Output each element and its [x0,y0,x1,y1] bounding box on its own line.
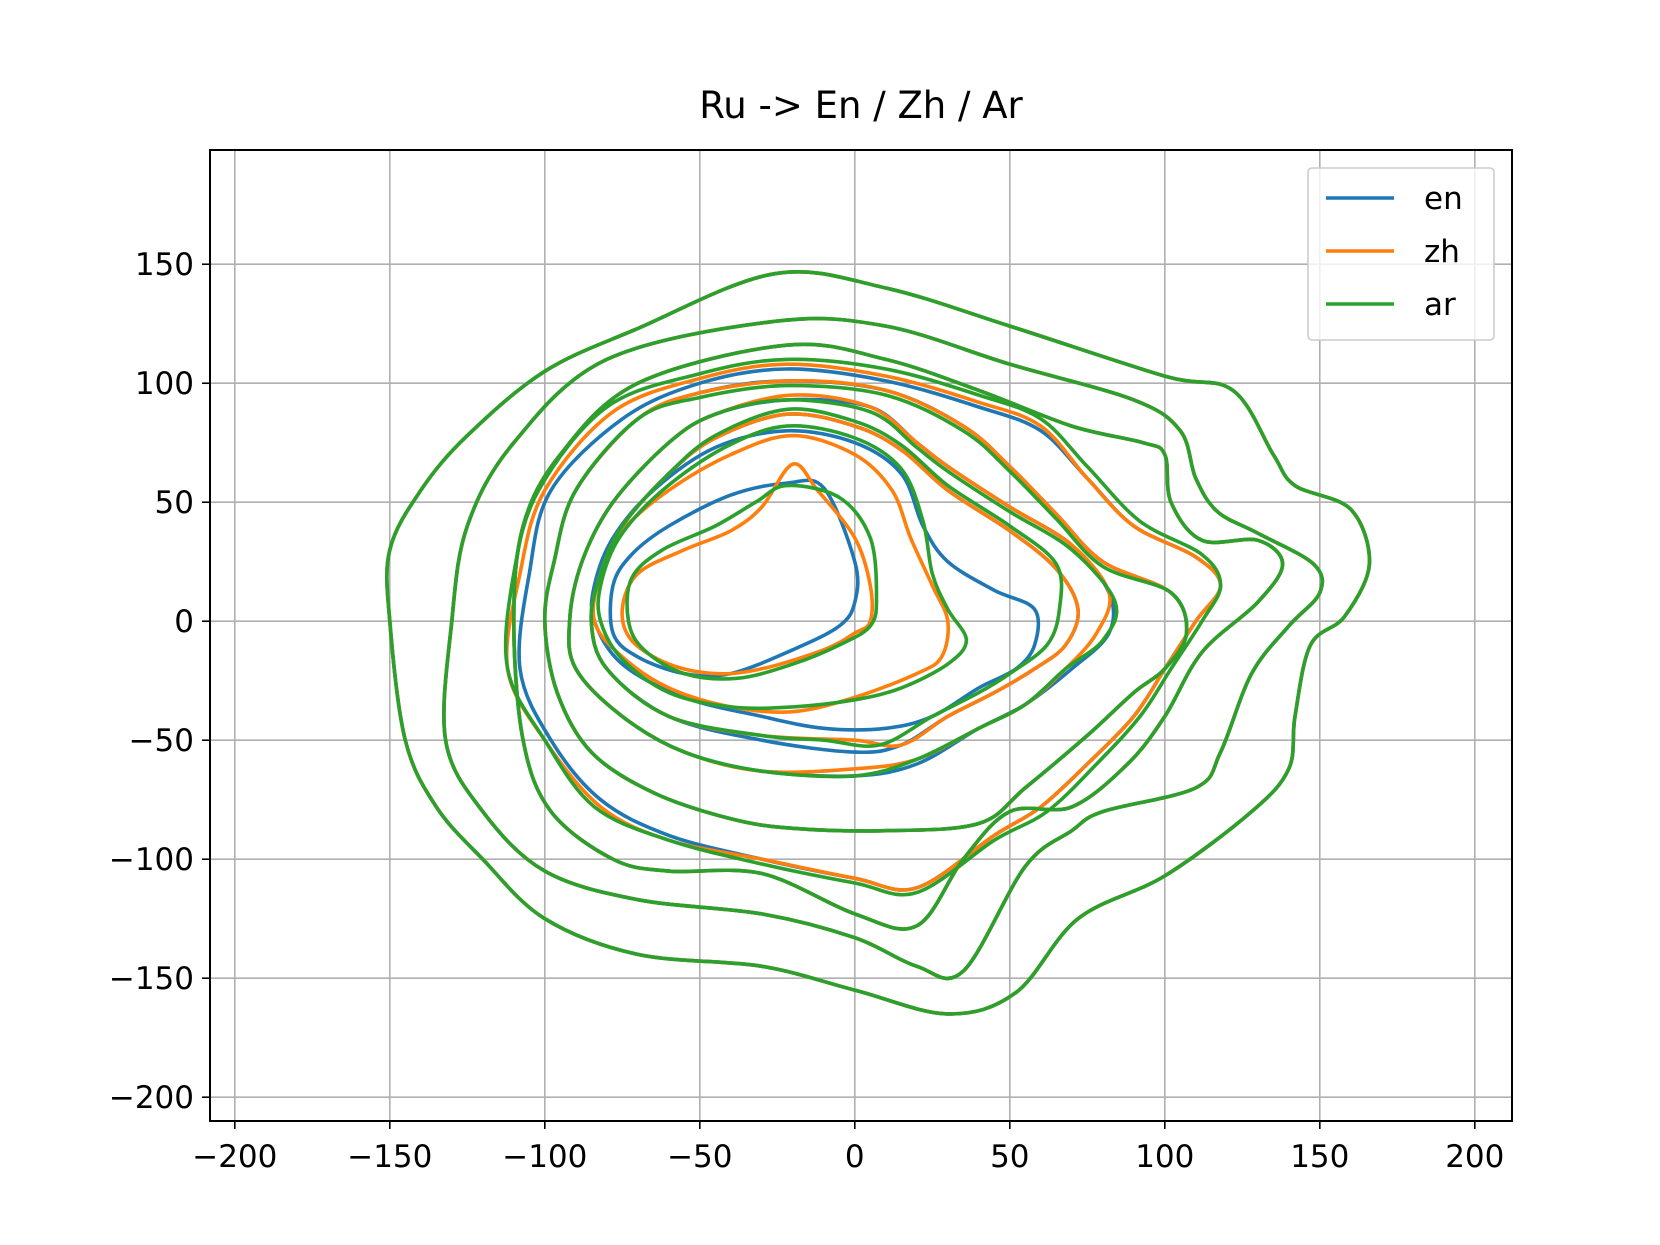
ar-contour-2 [442,316,1325,981]
x-tick-label: 150 [1290,1139,1349,1175]
y-axis: −200 −150 −100 −50 0 50 100 150 [109,247,210,1116]
ar-contour-5 [542,383,1189,833]
y-tick-label: 0 [174,604,194,640]
chart-title: Ru -> En / Zh / Ar [699,84,1023,127]
y-tick-label: 100 [135,366,194,402]
zh-contour-4 [504,362,1223,892]
legend-label-zh: zh [1424,234,1460,270]
ar-contour-4 [503,357,1223,897]
ar-contour-1 [385,270,1372,1016]
ar-contour-8 [596,424,969,711]
ar-contour-3 [511,342,1285,931]
legend-box [1307,167,1495,341]
series-ar [385,270,1372,1016]
x-tick-label: 0 [845,1139,865,1175]
legend: en zh ar [1307,167,1495,341]
en-contour-6 [567,397,1116,779]
legend-label-ar: ar [1424,287,1456,323]
en-contour-9 [608,478,860,678]
ar-contour-6 [567,398,1119,779]
x-tick-label: −100 [502,1139,587,1175]
x-axis: −200 −150 −100 −50 0 50 100 150 200 [192,1121,1504,1175]
legend-label-en: en [1424,181,1463,217]
zh-contour-6 [567,393,1112,775]
y-tick-label: 150 [135,247,194,283]
x-tick-label: 200 [1445,1139,1504,1175]
ar-contour-7 [589,407,1064,748]
y-tick-label: −200 [109,1080,194,1116]
x-tick-label: 50 [990,1139,1029,1175]
ar-contour-9 [625,483,879,681]
y-tick-label: −50 [129,723,194,759]
y-tick-label: 50 [155,485,194,521]
en-contour-8 [589,428,1041,732]
series-layer [385,270,1372,1016]
y-tick-label: −100 [109,842,194,878]
x-tick-label: −200 [192,1139,277,1175]
axes-frame [209,149,1513,1122]
x-tick-label: −50 [667,1139,732,1175]
y-tick-label: −150 [109,961,194,997]
x-tick-label: −150 [347,1139,432,1175]
zh-contour-9 [620,462,875,676]
x-tick-label: 100 [1135,1139,1194,1175]
